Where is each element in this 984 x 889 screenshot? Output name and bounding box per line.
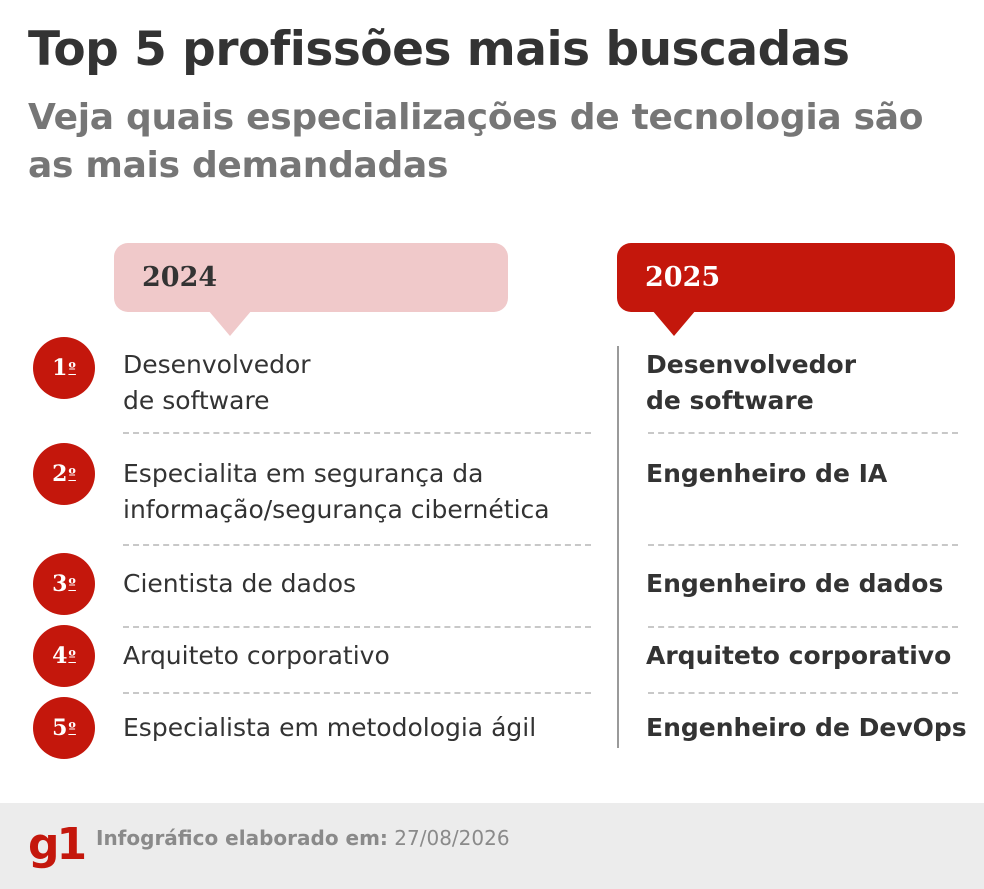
rank-2-2025: Engenheiro de IA: [646, 459, 888, 488]
rank-ordinal: º: [68, 719, 76, 737]
row-separator: [123, 626, 591, 628]
rank-3-2025: Engenheiro de dados: [646, 569, 944, 598]
row-separator: [123, 432, 591, 434]
rank-ordinal: º: [68, 575, 76, 593]
row-separator: [123, 692, 591, 694]
rank-number: 4: [52, 643, 68, 669]
rank-number: 3: [52, 571, 68, 597]
rank-5-2024: Especialista em metodologia ágil: [123, 713, 537, 742]
row-separator: [648, 692, 958, 694]
rank-1-2025: Desenvolvedor de software: [646, 350, 857, 415]
rank-ordinal: º: [68, 647, 76, 665]
year-2024-label: 2024: [114, 243, 508, 312]
footer-date: 27/08/2026: [394, 826, 510, 850]
column-divider: [617, 346, 619, 748]
footer-label: Infográfico elaborado em:: [96, 826, 388, 850]
year-2024-pointer: [208, 310, 252, 336]
row-separator: [648, 626, 958, 628]
page-subtitle: Veja quais especializações de tecnologia…: [28, 97, 924, 186]
row-separator: [648, 432, 958, 434]
rank-ordinal: º: [68, 359, 76, 377]
rank-4-2025: Arquiteto corporativo: [646, 641, 952, 670]
footer: g1 Infográfico elaborado em: 27/08/2026: [0, 803, 984, 889]
rank-number: 2: [52, 461, 68, 487]
rank-5-2025: Engenheiro de DevOps: [646, 713, 967, 742]
rank-2-2024: Especialita em segurança da informação/s…: [123, 459, 550, 524]
row-separator: [123, 544, 591, 546]
g1-logo: g1: [28, 819, 87, 870]
year-2025-pointer: [652, 310, 696, 336]
year-2025-label: 2025: [617, 243, 955, 312]
footer-credit: Infográfico elaborado em: 27/08/2026: [96, 823, 510, 853]
rank-1-2024: Desenvolvedor de software: [123, 350, 311, 415]
rank-4-2024: Arquiteto corporativo: [123, 641, 390, 670]
rank-3-2024: Cientista de dados: [123, 569, 357, 598]
page-title: Top 5 profissões mais buscadas: [28, 22, 850, 77]
rank-number: 5: [52, 715, 68, 741]
rank-ordinal: º: [68, 465, 76, 483]
rank-number: 1: [52, 355, 68, 381]
row-separator: [648, 544, 958, 546]
